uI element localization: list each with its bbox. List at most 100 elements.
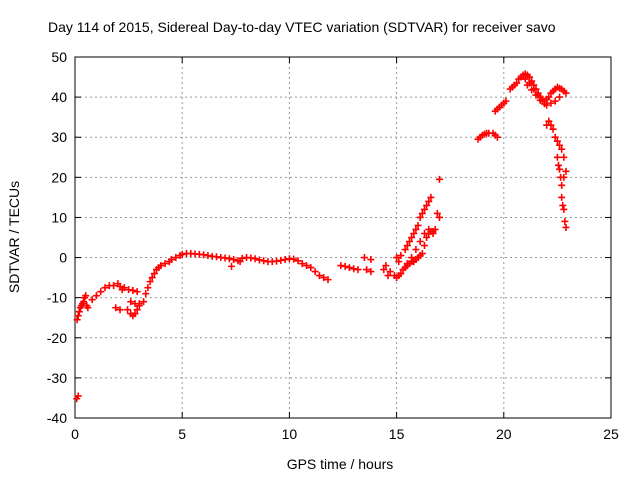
data-point <box>172 254 180 262</box>
data-point <box>324 276 332 284</box>
data-point <box>416 238 424 246</box>
data-point <box>553 137 561 145</box>
data-point <box>408 254 416 262</box>
data-point <box>350 265 358 273</box>
data-point <box>558 145 566 153</box>
data-point <box>556 141 564 149</box>
data-point <box>502 97 510 105</box>
data-point <box>247 254 255 262</box>
data-point <box>423 234 431 241</box>
data-point <box>541 100 549 108</box>
data-point <box>133 306 141 314</box>
x-axis-label: GPS time / hours <box>287 456 394 472</box>
data-point <box>526 73 534 81</box>
data-point <box>146 278 154 286</box>
data-point <box>551 133 559 141</box>
data-point <box>380 266 388 274</box>
y-tick-label: -20 <box>47 330 67 346</box>
data-point <box>420 229 428 237</box>
x-tick-label: 25 <box>603 426 619 442</box>
data-point <box>82 292 90 300</box>
data-point <box>554 161 562 169</box>
data-point <box>558 181 566 189</box>
data-point <box>556 165 564 173</box>
data-point <box>558 193 566 201</box>
data-point <box>410 229 418 237</box>
data-point <box>367 256 375 264</box>
data-point <box>337 262 345 270</box>
x-tick-label: 10 <box>282 426 298 442</box>
data-point <box>545 93 553 101</box>
data-point <box>418 209 426 217</box>
data-point <box>435 213 443 221</box>
data-point <box>150 270 158 278</box>
data-point <box>547 99 555 107</box>
data-point <box>88 296 96 304</box>
data-point <box>225 255 233 263</box>
data-point <box>397 252 405 260</box>
data-point <box>120 284 128 292</box>
data-point <box>521 75 529 83</box>
data-point <box>140 298 148 306</box>
data-point <box>401 246 409 254</box>
data-point <box>341 262 349 270</box>
data-point <box>228 262 236 270</box>
data-point <box>395 258 403 266</box>
data-point <box>204 252 212 260</box>
data-point <box>416 213 424 221</box>
data-point <box>75 308 83 316</box>
data-point <box>277 256 285 264</box>
data-point <box>425 197 433 205</box>
data-series <box>73 70 570 403</box>
data-point <box>251 255 259 263</box>
data-point <box>84 304 92 312</box>
y-tick-label: -30 <box>47 370 67 386</box>
data-point <box>528 86 536 94</box>
data-point <box>545 117 553 125</box>
data-point <box>418 250 426 258</box>
data-point <box>420 242 428 250</box>
data-point <box>403 242 411 250</box>
data-point <box>493 133 501 141</box>
data-point <box>560 205 568 213</box>
y-tick-label: 10 <box>51 209 67 225</box>
data-point <box>549 125 557 133</box>
data-point <box>135 300 143 308</box>
data-point <box>124 306 132 314</box>
x-tick-label: 20 <box>496 426 512 442</box>
data-point <box>281 256 289 264</box>
y-tick-label: 30 <box>51 129 67 145</box>
data-point <box>74 392 82 400</box>
data-point <box>547 121 555 129</box>
data-point <box>303 262 311 270</box>
data-point <box>294 257 302 265</box>
data-point <box>513 79 521 87</box>
data-point <box>559 201 567 209</box>
data-point <box>110 282 118 290</box>
data-point <box>260 257 268 265</box>
data-point <box>345 264 353 272</box>
data-point <box>367 268 375 276</box>
x-tick-label: 15 <box>389 426 405 442</box>
data-point <box>230 256 238 264</box>
data-point <box>551 97 559 105</box>
x-tick-label: 0 <box>71 426 79 442</box>
data-point <box>412 225 420 233</box>
data-point <box>523 81 531 89</box>
chart-title: Day 114 of 2015, Sidereal Day-to-day VTE… <box>48 19 556 35</box>
data-point <box>405 238 413 246</box>
y-tick-label: 50 <box>51 49 67 65</box>
data-point <box>167 256 175 264</box>
data-point <box>532 91 540 99</box>
data-point <box>363 266 371 274</box>
data-point <box>386 268 394 276</box>
data-point <box>112 304 120 312</box>
data-point <box>560 153 568 161</box>
data-point <box>161 260 169 268</box>
data-point <box>435 175 443 183</box>
data-point <box>74 312 82 320</box>
data-point <box>425 225 433 233</box>
data-point <box>144 284 152 292</box>
data-point <box>431 225 439 233</box>
